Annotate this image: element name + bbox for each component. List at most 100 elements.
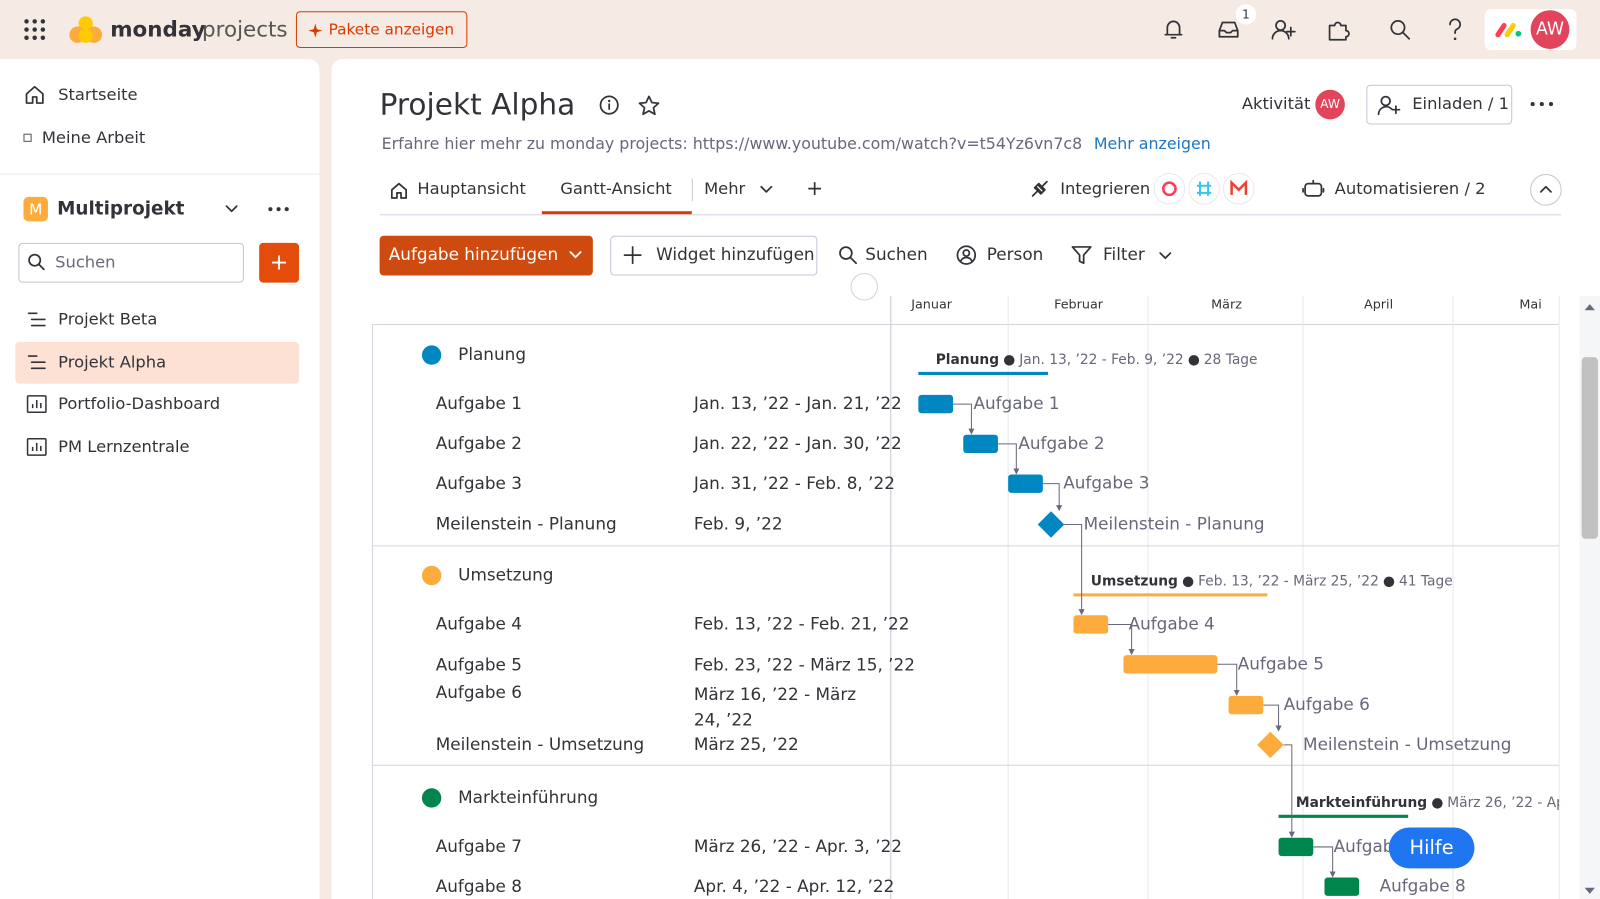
search-box[interactable]	[18, 242, 244, 283]
upgrade-button[interactable]	[295, 11, 468, 48]
chevron-icon[interactable]	[1159, 252, 1172, 260]
logo-part	[78, 28, 93, 43]
task-dates: Feb. 9, ’22	[693, 514, 783, 534]
task-name[interactable]: Aufgabe 4	[435, 614, 522, 634]
board-icon	[27, 312, 46, 327]
task-dates: März 25, ’22	[693, 734, 799, 755]
task-dates: März 16, ’22 - März 24, ’22	[693, 684, 857, 730]
help-icon-part	[1453, 37, 1457, 41]
integration-apps-part	[1153, 172, 1186, 205]
collapse-button[interactable]	[1530, 173, 1563, 206]
scroll-down[interactable]	[1584, 887, 1595, 894]
board-item[interactable]: Projekt Beta	[58, 309, 158, 329]
scrollbar-thumb[interactable]	[1581, 357, 1598, 539]
task-bar	[1008, 474, 1043, 493]
month-label: Februar	[1054, 298, 1104, 313]
board-item[interactable]: Portfolio-Dashboard	[58, 393, 221, 414]
search-icon[interactable]	[839, 246, 857, 265]
integrate-label[interactable]: Integrieren	[1060, 178, 1151, 198]
summary-range: März 26, ’22 - Apr	[1447, 795, 1571, 811]
person-label[interactable]: Person	[986, 244, 1044, 265]
task-name[interactable]: Meilenstein - Umsetzung	[435, 734, 645, 755]
task-name[interactable]: Aufgabe 6	[435, 682, 522, 703]
task-name[interactable]: Aufgabe 1	[435, 393, 522, 414]
more-icon-part	[268, 207, 273, 212]
filter-label[interactable]: Filter	[1103, 244, 1145, 265]
task-name[interactable]: Meilenstein - Planung	[435, 514, 617, 534]
dependency	[1263, 704, 1282, 732]
person-icon-part	[962, 249, 971, 257]
invite-button[interactable]	[1366, 84, 1513, 125]
automate-icon[interactable]	[1302, 179, 1325, 198]
group-dot	[421, 565, 442, 586]
person-icon[interactable]	[956, 245, 977, 265]
integration-apps[interactable]	[1153, 172, 1255, 205]
invite-icon-part	[1377, 105, 1401, 116]
summary-range: Jan. 13, ’22 - Feb. 9, ’22	[1018, 352, 1183, 368]
apps-icon-part	[24, 35, 29, 40]
inbox-icon[interactable]	[1217, 19, 1239, 39]
task-dates: Jan. 22, ’22 - Jan. 30, ’22	[693, 433, 902, 454]
board-item[interactable]: PM Lernzentrale	[58, 436, 190, 457]
tab[interactable]: Hauptansicht	[417, 178, 526, 198]
add-widget-button[interactable]	[610, 235, 818, 276]
more-icon-part	[276, 207, 281, 212]
group-name[interactable]: Planung	[458, 344, 527, 365]
task-name[interactable]: Aufgabe 7	[435, 836, 522, 857]
search-label[interactable]: Suchen	[865, 244, 928, 265]
workspace-icon: M	[23, 196, 48, 222]
dashboard-icon-part	[31, 399, 42, 409]
user-avatar[interactable]: AW	[1530, 10, 1570, 49]
search-icon[interactable]	[1390, 19, 1411, 40]
inbox-icon-part	[1218, 21, 1239, 38]
scroll-up[interactable]	[1584, 304, 1595, 311]
star-icon-part	[638, 95, 660, 115]
info-icon[interactable]	[599, 95, 619, 115]
activity-label[interactable]: Aktivität	[1241, 93, 1311, 114]
chevron-icon[interactable]	[569, 251, 582, 259]
monday-mark	[1495, 22, 1522, 38]
summary-range: Feb. 13, ’22 - März 25, ’22	[1198, 574, 1379, 590]
bell-icon[interactable]	[1163, 18, 1183, 40]
workspace-name[interactable]: Multiprojekt	[57, 197, 185, 220]
dependency	[1064, 523, 1085, 616]
integration-apps-part	[1188, 172, 1220, 205]
search-icon-part	[839, 246, 853, 260]
group-name[interactable]: Markteinführung	[458, 787, 599, 808]
task-bar	[1123, 655, 1218, 674]
task-name[interactable]: Aufgabe 8	[435, 876, 522, 896]
board-item[interactable]: Projekt Alpha	[58, 352, 167, 372]
apps-icon[interactable]	[23, 18, 46, 40]
help-icon[interactable]	[1448, 18, 1462, 41]
more-icon-part	[1539, 102, 1544, 107]
invite-icon[interactable]	[1271, 18, 1296, 40]
add-view[interactable]: +	[806, 175, 824, 200]
help-button[interactable]: Hilfe	[1388, 827, 1475, 869]
home-icon	[390, 182, 407, 199]
tab[interactable]: Mehr	[704, 178, 746, 198]
more-icon[interactable]	[268, 207, 289, 212]
integrate-icon[interactable]	[1030, 179, 1050, 199]
chevron-icon[interactable]	[225, 205, 238, 213]
task-name[interactable]: Aufgabe 3	[435, 473, 522, 493]
nav-item[interactable]: Startseite	[58, 84, 138, 105]
task-name[interactable]: Aufgabe 5	[435, 655, 522, 675]
more-link[interactable]: Mehr anzeigen	[1093, 134, 1211, 154]
tab-active[interactable]: Gantt-Ansicht	[560, 178, 672, 198]
filter-icon[interactable]	[1071, 245, 1092, 265]
info-icon-part	[599, 95, 619, 115]
task-name[interactable]: Aufgabe 2	[435, 433, 522, 454]
apps-marketplace-icon[interactable]	[1327, 18, 1350, 41]
task-dates: März 26, ’22 - Apr. 3, ’22	[693, 836, 903, 857]
chevron-icon[interactable]	[760, 185, 773, 194]
add-task-button[interactable]	[379, 235, 593, 276]
chevron-icon-part	[760, 185, 773, 193]
add-button[interactable]: +	[259, 242, 299, 283]
automate-label[interactable]: Automatisieren / 2	[1334, 178, 1486, 198]
group-name[interactable]: Umsetzung	[458, 565, 554, 585]
dependency	[1313, 846, 1336, 878]
star-icon[interactable]	[638, 94, 660, 115]
more-icon[interactable]	[1530, 102, 1554, 107]
nav-item[interactable]: Meine Arbeit	[41, 127, 146, 147]
